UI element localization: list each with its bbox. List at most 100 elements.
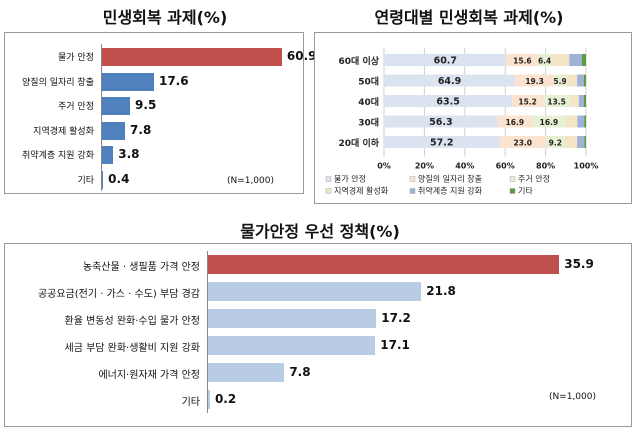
value-label: 9.5: [135, 98, 157, 112]
category-label: 양질의 일자리 창출: [22, 77, 94, 88]
category-label: 기타: [77, 175, 94, 186]
stacked-segment: [577, 115, 585, 128]
bar: [208, 282, 422, 301]
legend-label: 지역경제 활성화: [334, 186, 389, 196]
value-label: 60.9: [286, 49, 317, 63]
bar: [208, 309, 377, 328]
category-label: 40대: [358, 96, 379, 108]
stacked-segment: [546, 136, 565, 148]
stacked-segment: [577, 136, 585, 148]
category-label: 50대: [358, 76, 379, 88]
category-label: 공공요금(전기 · 가스 · 수도) 부담 경감: [37, 288, 200, 300]
stacked-segment: [384, 115, 498, 128]
stacked-segment: [578, 95, 584, 107]
value-label: 0.4: [108, 171, 130, 186]
bar: [102, 72, 154, 91]
segment-value-label: 5.9: [553, 77, 566, 86]
category-label: 환율 변동성 완화·수입 물가 안정: [64, 315, 201, 327]
stacked-segment: [566, 115, 578, 128]
bar: [208, 363, 285, 382]
stacked-segment: [538, 54, 552, 66]
legend-label: 주거 안정: [518, 174, 550, 184]
segment-value-label: 64.9: [438, 76, 461, 87]
category-label: 기타: [181, 396, 200, 408]
value-label: 7.8: [130, 122, 152, 137]
legend-label: 기타: [518, 187, 533, 196]
stacked-segment: [515, 74, 555, 87]
stacked-segment: [384, 95, 513, 107]
bar: [102, 97, 131, 115]
legend-swatch: [409, 176, 416, 182]
chart3-title: 물가안정 우선 정책(%): [240, 222, 400, 241]
chart1-plot: 물가 안정 60.9 양질의 일자리 창출 17.6 주거 안정 9.5 지역경제 활성화 7…: [4, 32, 316, 194]
segment-value-label: 23.0: [514, 139, 533, 148]
value-label: 3.8: [118, 147, 140, 161]
segment-value-label: 16.9: [506, 118, 525, 127]
x-tick-label: 60%: [496, 162, 515, 171]
bar: [102, 146, 114, 164]
segment-value-label: 16.9: [540, 118, 559, 127]
segment-value-label: 15.2: [518, 98, 537, 107]
stacked-segment: [499, 136, 547, 148]
bar: [208, 390, 210, 409]
bar: [102, 170, 104, 189]
stacked-segment: [581, 54, 586, 66]
legend-swatch: [509, 176, 516, 182]
legend-label: 물가 안정: [334, 174, 366, 184]
legend-label: 양질의 일자리 창출: [418, 174, 482, 184]
legend-swatch: [325, 176, 332, 182]
chart1-title: 민생회복 과제(%): [102, 8, 228, 27]
stacked-segment: [512, 95, 543, 107]
stacked-segment: [570, 95, 579, 107]
stacked-segment: [554, 74, 567, 87]
category-label: 30대: [358, 117, 379, 129]
segment-value-label: 56.3: [429, 117, 452, 128]
segment-value-label: 15.6: [513, 57, 532, 66]
stacked-segment: [497, 115, 532, 128]
stacked-segment: [384, 54, 507, 66]
stacked-segment: [583, 74, 586, 87]
chart2-title: 연령대별 민생회복 과제(%): [374, 8, 564, 27]
value-label: 35.9: [564, 256, 594, 271]
stacked-segment: [551, 54, 570, 66]
bar: [208, 255, 560, 274]
x-tick-label: 20%: [415, 162, 434, 171]
segment-value-label: 60.7: [434, 56, 457, 67]
stacked-segment: [384, 136, 500, 148]
bar: [102, 121, 126, 140]
value-label: 17.1: [380, 337, 410, 352]
x-tick-label: 100%: [574, 162, 599, 171]
chart2-plot: 0% 20% 40% 60% 80% 100% 60대 이상 60.7 15.6 6.4 50대 64…: [325, 48, 599, 196]
stacked-segment: [531, 115, 567, 128]
value-label: 0.2: [214, 391, 237, 406]
sample-size-note: (N=1,000): [548, 392, 596, 402]
category-label: 주거 안정: [58, 102, 94, 112]
category-label: 에너지·원자재 가격 안정: [98, 369, 200, 381]
category-label: 20대 이하: [339, 137, 380, 149]
stacked-segment: [566, 74, 578, 87]
stacked-segment: [584, 136, 586, 148]
value-label: 17.2: [381, 310, 411, 325]
segment-value-label: 19.3: [525, 77, 544, 86]
y-axis-line: [101, 44, 102, 191]
y-axis-line: [207, 251, 208, 413]
segment-value-label: 57.2: [430, 138, 453, 149]
chart3-plot: 농축산물 · 생필품 가격 안정 35.9 공공요금(전기 · 가스 · 수도) 부…: [4, 243, 632, 427]
category-label: 취약계층 지원 강화: [22, 151, 94, 161]
stacked-segment: [583, 95, 586, 107]
stacked-segment: [542, 95, 571, 107]
category-label: 물가 안정: [58, 53, 94, 63]
category-label: 세금 부담 완화·생활비 지원 강화: [64, 342, 201, 354]
stacked-segment: [506, 54, 539, 66]
legend-label: 취약계층 지원 강화: [418, 186, 483, 196]
segment-value-label: 13.5: [547, 98, 566, 107]
bar: [208, 336, 376, 355]
value-label: 7.8: [289, 364, 311, 379]
value-label: 21.8: [426, 283, 456, 298]
legend-swatch: [509, 188, 516, 194]
x-tick-label: 40%: [455, 162, 474, 171]
stacked-segment: [577, 74, 584, 87]
category-label: 60대 이상: [339, 55, 380, 67]
stacked-segment: [569, 54, 582, 66]
legend-swatch: [409, 188, 416, 194]
